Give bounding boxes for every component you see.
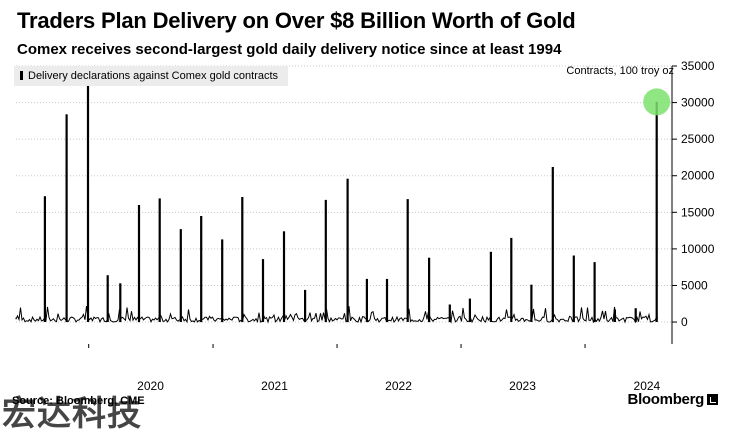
source-note: Source: Bloomberg, CME <box>12 395 145 407</box>
delivery-bar <box>530 284 533 322</box>
brand-mark-icon <box>707 394 718 405</box>
delivery-bar <box>634 308 637 323</box>
delivery-bar <box>86 82 90 322</box>
delivery-bar <box>428 257 431 323</box>
legend-label: Delivery declarations against Comex gold… <box>28 70 279 82</box>
delivery-bar <box>468 298 471 322</box>
delivery-bar <box>385 278 389 323</box>
delivery-bar <box>365 278 368 323</box>
delivery-bar <box>65 114 68 323</box>
y-tick-label: 15000 <box>681 205 715 219</box>
x-tick-label: 2020 <box>137 379 164 393</box>
brand-logo: Bloomberg <box>628 391 718 408</box>
y-tick-label: 35000 <box>681 59 715 73</box>
delivery-bar <box>282 231 286 322</box>
delivery-bar <box>613 309 616 322</box>
gridlines <box>16 65 671 323</box>
watermark: 宏达科技 <box>2 394 142 434</box>
delivery-bar <box>304 289 307 323</box>
delivery-bar <box>551 167 554 323</box>
delivery-bar <box>158 198 161 322</box>
delivery-bars <box>43 82 658 323</box>
y-tick-label: 25000 <box>681 132 715 146</box>
chart-subtitle: Comex receives second-largest gold daily… <box>17 41 562 58</box>
delivery-bar <box>200 216 203 323</box>
delivery-bar <box>241 197 244 323</box>
delivery-bar <box>572 255 575 323</box>
x-tick-label: 2022 <box>385 379 412 393</box>
y-tick-label: 5000 <box>681 278 708 292</box>
delivery-bar <box>406 199 409 322</box>
delivery-bar <box>655 101 658 322</box>
baseline-activity-line <box>15 306 659 324</box>
y-tick-label: 10000 <box>681 242 715 256</box>
y-tick-label: 20000 <box>681 169 715 183</box>
x-tick-label: 2023 <box>509 379 536 393</box>
highlight-circle <box>643 88 671 116</box>
delivery-bar <box>221 239 224 323</box>
low-activity-series <box>15 306 659 324</box>
delivery-bar <box>510 237 513 322</box>
delivery-bar <box>119 283 122 323</box>
x-tick-label: 2024 <box>634 379 661 393</box>
delivery-bar <box>106 275 109 322</box>
chart-title: Traders Plan Delivery on Over $8 Billion… <box>17 8 576 33</box>
delivery-bar <box>489 251 492 322</box>
delivery-bar <box>43 196 46 322</box>
y-axis-ticks: 0 5000 10000 15000 20000 25000 30000 35000 <box>672 59 715 329</box>
delivery-bar <box>448 304 451 323</box>
delivery-bar <box>137 205 141 323</box>
x-axis-ticks: 2020 2021 2022 2023 2024 <box>88 344 661 393</box>
legend-swatch <box>20 71 23 80</box>
unit-label: Contracts, 100 troy oz <box>566 65 674 77</box>
y-tick-label: 0 <box>681 315 688 329</box>
delivery-bar <box>593 262 596 323</box>
delivery-bar <box>261 259 265 322</box>
x-tick-label: 2021 <box>261 379 288 393</box>
highlight-marker <box>643 88 671 116</box>
delivery-bar <box>346 178 349 323</box>
delivery-bar <box>179 229 182 322</box>
brand-name: Bloomberg <box>627 391 705 408</box>
legend: Delivery declarations against Comex gold… <box>14 66 288 86</box>
y-tick-label: 30000 <box>681 96 715 110</box>
delivery-bar <box>324 199 327 323</box>
